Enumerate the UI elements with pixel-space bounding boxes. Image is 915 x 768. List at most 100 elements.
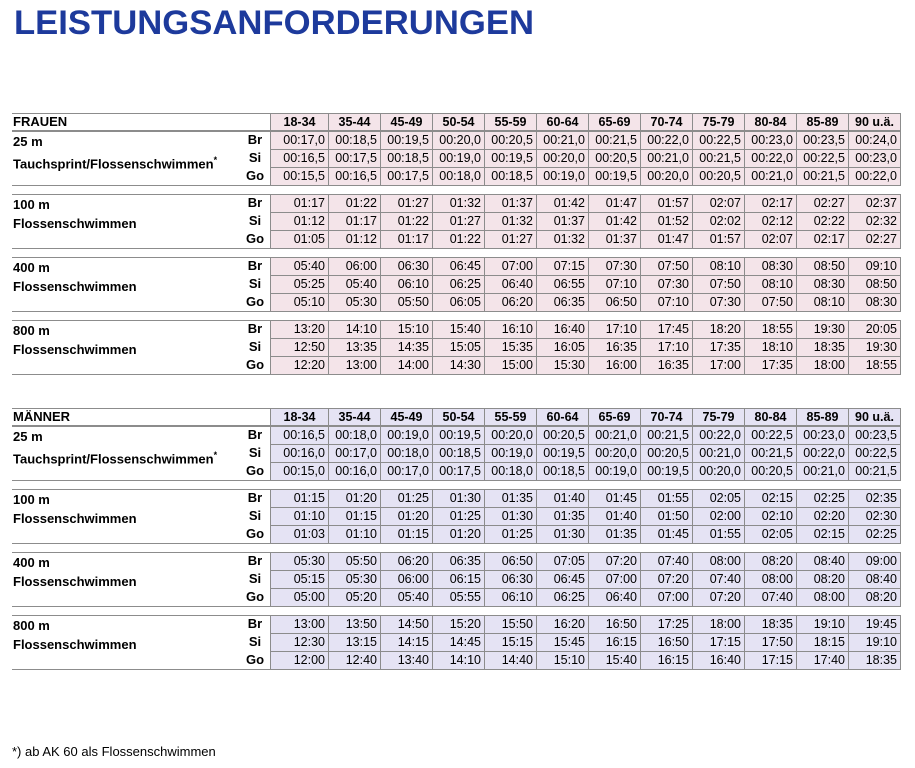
- time-cell: 07:40: [640, 552, 693, 571]
- discipline-label-line: Flossenschwimmen: [13, 216, 137, 231]
- time-cell: 08:50: [796, 257, 849, 276]
- time-cell: 02:30: [848, 507, 901, 526]
- rule: [12, 374, 270, 375]
- rule: [12, 489, 270, 490]
- time-cell: 00:21,5: [744, 444, 797, 463]
- age-header: 45-49: [380, 408, 433, 426]
- age-header: 85-89: [796, 408, 849, 426]
- time-cell: 15:50: [484, 615, 537, 634]
- time-cell: 06:20: [380, 552, 433, 571]
- discipline-label-line: Flossenschwimmen: [13, 511, 137, 526]
- time-cell: 17:00: [692, 356, 745, 375]
- time-cell: 00:20,0: [484, 426, 537, 445]
- time-cell: 02:20: [796, 507, 849, 526]
- time-cell: 01:10: [328, 525, 381, 544]
- discipline-label: Flossenschwimmen: [13, 636, 137, 653]
- level: Br: [247, 553, 263, 568]
- time-cell: 07:00: [588, 570, 641, 589]
- time-cell: 00:17,0: [328, 444, 381, 463]
- time-cell: 02:15: [796, 525, 849, 544]
- time-cell: 16:15: [640, 651, 693, 670]
- time-cell: 08:00: [692, 552, 745, 571]
- time-cell: 12:40: [328, 651, 381, 670]
- discipline-label: 100 m: [13, 491, 50, 508]
- rule: [12, 425, 270, 426]
- time-cell: 00:21,5: [848, 462, 901, 481]
- time-cell: 08:20: [848, 588, 901, 607]
- time-cell: 15:40: [588, 651, 641, 670]
- time-cell: 00:22,5: [744, 426, 797, 445]
- rule: [12, 480, 270, 481]
- time-cell: 07:05: [536, 552, 589, 571]
- level: Go: [245, 294, 265, 309]
- time-cell: 06:00: [328, 257, 381, 276]
- time-cell: 07:30: [588, 257, 641, 276]
- time-cell: 15:10: [536, 651, 589, 670]
- time-cell: 12:00: [270, 651, 329, 670]
- time-cell: 02:22: [796, 212, 849, 231]
- time-cell: 08:40: [848, 570, 901, 589]
- time-cell: 00:22,5: [692, 131, 745, 150]
- time-cell: 07:40: [744, 588, 797, 607]
- time-cell: 00:17,5: [432, 462, 485, 481]
- time-cell: 18:15: [796, 633, 849, 652]
- time-cell: 01:32: [432, 194, 485, 213]
- time-cell: 14:00: [380, 356, 433, 375]
- time-cell: 05:50: [328, 552, 381, 571]
- time-cell: 00:19,5: [432, 426, 485, 445]
- time-cell: 05:40: [270, 257, 329, 276]
- time-cell: 01:30: [536, 525, 589, 544]
- table-heading: FRAUEN: [13, 114, 68, 129]
- age-header: 80-84: [744, 408, 797, 426]
- time-cell: 00:17,5: [380, 167, 433, 186]
- time-cell: 14:30: [432, 356, 485, 375]
- time-cell: 00:19,5: [536, 444, 589, 463]
- age-header: 70-74: [640, 113, 693, 131]
- time-cell: 00:20,0: [536, 149, 589, 168]
- time-cell: 15:05: [432, 338, 485, 357]
- time-cell: 14:50: [380, 615, 433, 634]
- time-cell: 08:30: [744, 257, 797, 276]
- rule: [12, 552, 270, 553]
- time-cell: 00:18,0: [380, 444, 433, 463]
- rule: [12, 130, 270, 131]
- time-cell: 01:45: [640, 525, 693, 544]
- time-cell: 01:30: [432, 489, 485, 508]
- time-cell: 06:50: [484, 552, 537, 571]
- level: Go: [245, 652, 265, 667]
- time-cell: 05:00: [270, 588, 329, 607]
- time-cell: 00:19,0: [380, 426, 433, 445]
- time-cell: 08:30: [848, 293, 901, 312]
- level: Si: [248, 339, 262, 354]
- time-cell: 00:16,5: [270, 426, 329, 445]
- age-header: 45-49: [380, 113, 433, 131]
- time-cell: 08:10: [744, 275, 797, 294]
- time-cell: 18:00: [796, 356, 849, 375]
- time-cell: 02:35: [848, 489, 901, 508]
- time-cell: 01:57: [640, 194, 693, 213]
- time-cell: 18:10: [744, 338, 797, 357]
- time-cell: 14:35: [380, 338, 433, 357]
- time-cell: 05:30: [328, 570, 381, 589]
- time-cell: 00:22,0: [692, 426, 745, 445]
- time-cell: 06:10: [380, 275, 433, 294]
- discipline-label-line: 800 m: [13, 618, 50, 633]
- time-cell: 13:20: [270, 320, 329, 339]
- time-cell: 00:21,5: [796, 167, 849, 186]
- time-cell: 07:10: [640, 293, 693, 312]
- time-cell: 07:10: [588, 275, 641, 294]
- time-cell: 17:10: [588, 320, 641, 339]
- level: Go: [245, 357, 265, 372]
- time-cell: 16:35: [640, 356, 693, 375]
- time-cell: 02:10: [744, 507, 797, 526]
- time-cell: 01:17: [328, 212, 381, 231]
- discipline-label: 800 m: [13, 322, 50, 339]
- time-cell: 01:32: [484, 212, 537, 231]
- time-cell: 01:55: [692, 525, 745, 544]
- time-cell: 01:22: [432, 230, 485, 249]
- time-cell: 07:50: [744, 293, 797, 312]
- age-header: 55-59: [484, 113, 537, 131]
- time-cell: 00:22,0: [744, 149, 797, 168]
- time-cell: 00:16,5: [270, 149, 329, 168]
- time-cell: 16:50: [588, 615, 641, 634]
